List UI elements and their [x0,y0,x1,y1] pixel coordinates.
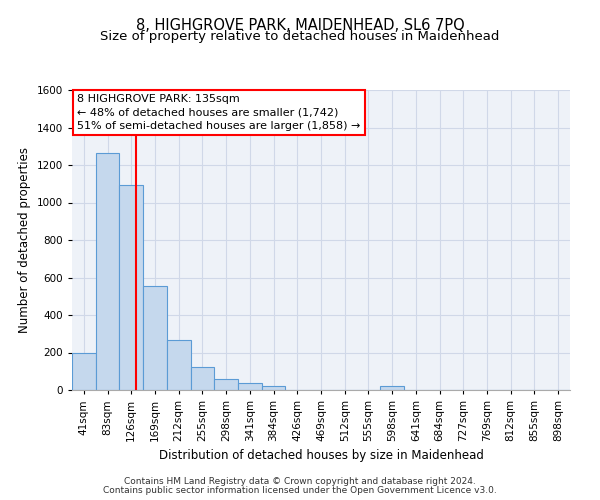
Text: Contains HM Land Registry data © Crown copyright and database right 2024.: Contains HM Land Registry data © Crown c… [124,477,476,486]
Text: Contains public sector information licensed under the Open Government Licence v3: Contains public sector information licen… [103,486,497,495]
Text: Size of property relative to detached houses in Maidenhead: Size of property relative to detached ho… [100,30,500,43]
Bar [238,384,262,390]
Bar [119,184,143,390]
Bar [143,286,167,390]
Bar [191,366,214,390]
Text: 8 HIGHGROVE PARK: 135sqm
← 48% of detached houses are smaller (1,742)
51% of sem: 8 HIGHGROVE PARK: 135sqm ← 48% of detach… [77,94,361,131]
Bar [72,354,96,390]
Y-axis label: Number of detached properties: Number of detached properties [18,147,31,333]
Bar [167,340,191,390]
Bar [262,386,286,390]
Bar [380,386,404,390]
Bar [214,379,238,390]
X-axis label: Distribution of detached houses by size in Maidenhead: Distribution of detached houses by size … [158,450,484,462]
Text: 8, HIGHGROVE PARK, MAIDENHEAD, SL6 7PQ: 8, HIGHGROVE PARK, MAIDENHEAD, SL6 7PQ [136,18,464,32]
Bar [96,153,119,390]
